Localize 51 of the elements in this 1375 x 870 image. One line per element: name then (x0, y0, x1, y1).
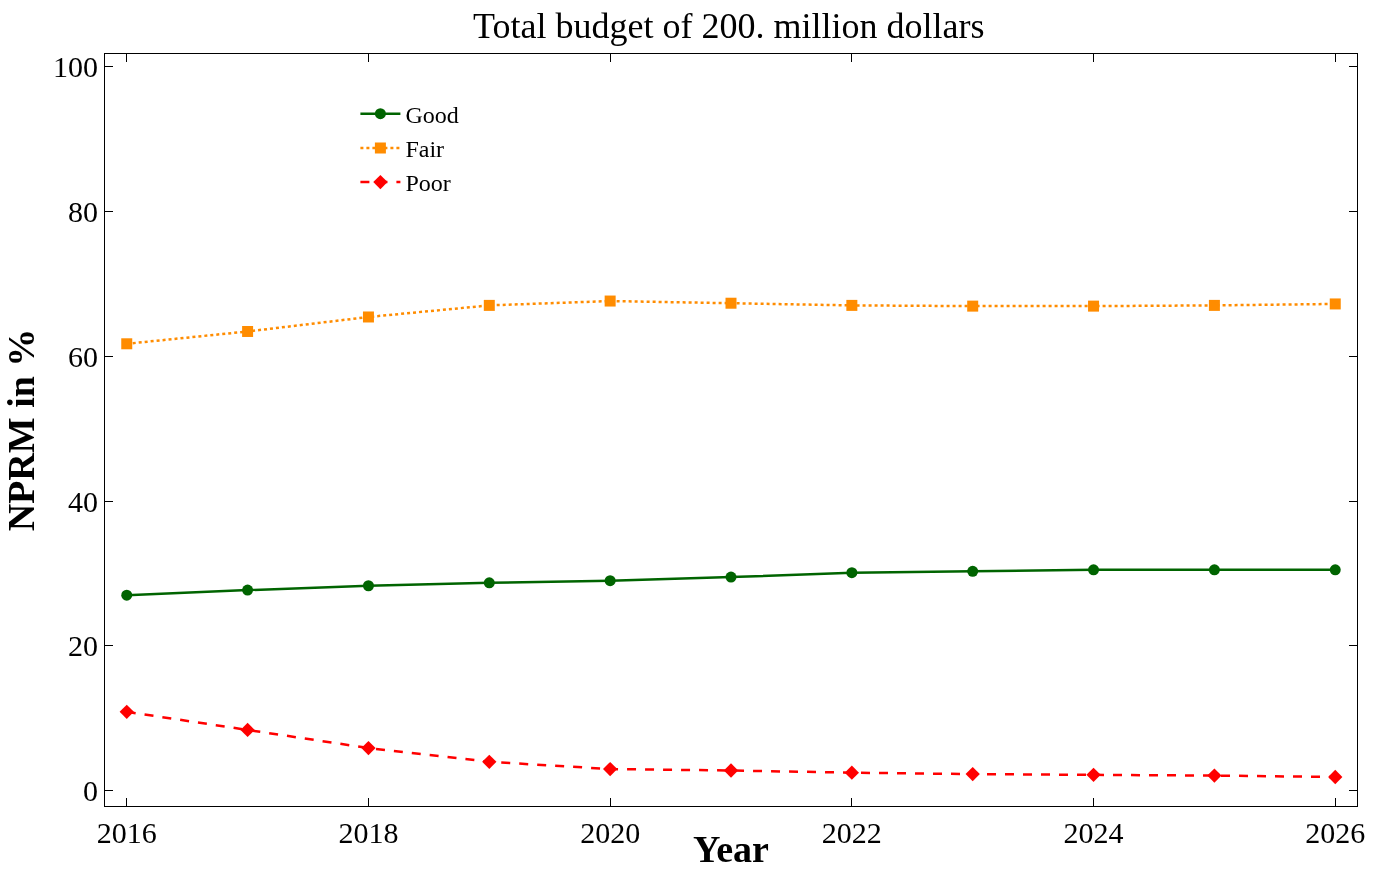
point (725, 571, 737, 583)
point (846, 299, 858, 311)
y-tick-label: 20 (68, 629, 98, 663)
x-tick-label: 2022 (821, 816, 882, 849)
point (362, 311, 374, 323)
point (846, 567, 858, 579)
y-tick-label: 100 (53, 49, 98, 83)
chart-title: Total budget of 200. million dollars (473, 6, 985, 47)
point (1208, 564, 1220, 576)
point (119, 704, 134, 719)
point (483, 577, 495, 589)
point (723, 763, 739, 778)
legend-label: Good (405, 102, 459, 129)
point (1329, 298, 1341, 310)
y-tick-label: 60 (68, 339, 98, 373)
point (1328, 769, 1343, 785)
point (1208, 299, 1220, 311)
point (121, 338, 133, 350)
point (844, 765, 859, 780)
point (1086, 767, 1101, 782)
point (967, 565, 979, 577)
point (362, 580, 374, 592)
y-tick-label: 80 (68, 194, 98, 228)
point (1207, 768, 1222, 783)
point (242, 584, 254, 596)
point (604, 575, 616, 587)
y-tick-label: 40 (68, 484, 98, 518)
point (1088, 300, 1100, 312)
point (603, 761, 618, 777)
y-tick-label: 0 (83, 774, 98, 808)
x-axis-title: Year (693, 828, 770, 870)
point (242, 325, 254, 337)
x-tick-label: 2026 (1305, 816, 1366, 849)
legend-label: Fair (405, 136, 445, 163)
point (240, 722, 255, 738)
x-tick-label: 2024 (1063, 816, 1124, 849)
point (965, 766, 980, 782)
x-tick-label: 2016 (96, 816, 157, 849)
point (967, 300, 979, 312)
point (121, 589, 133, 601)
point (604, 295, 616, 307)
legend-label: Poor (405, 170, 451, 197)
point (1329, 564, 1341, 576)
y-axis-title: NPRM in % (0, 328, 42, 532)
point (1088, 564, 1100, 576)
point (483, 299, 495, 311)
x-tick-label: 2018 (338, 816, 399, 849)
point (725, 297, 737, 309)
x-tick-label: 2020 (580, 816, 641, 849)
point (361, 740, 376, 756)
point (482, 754, 497, 769)
